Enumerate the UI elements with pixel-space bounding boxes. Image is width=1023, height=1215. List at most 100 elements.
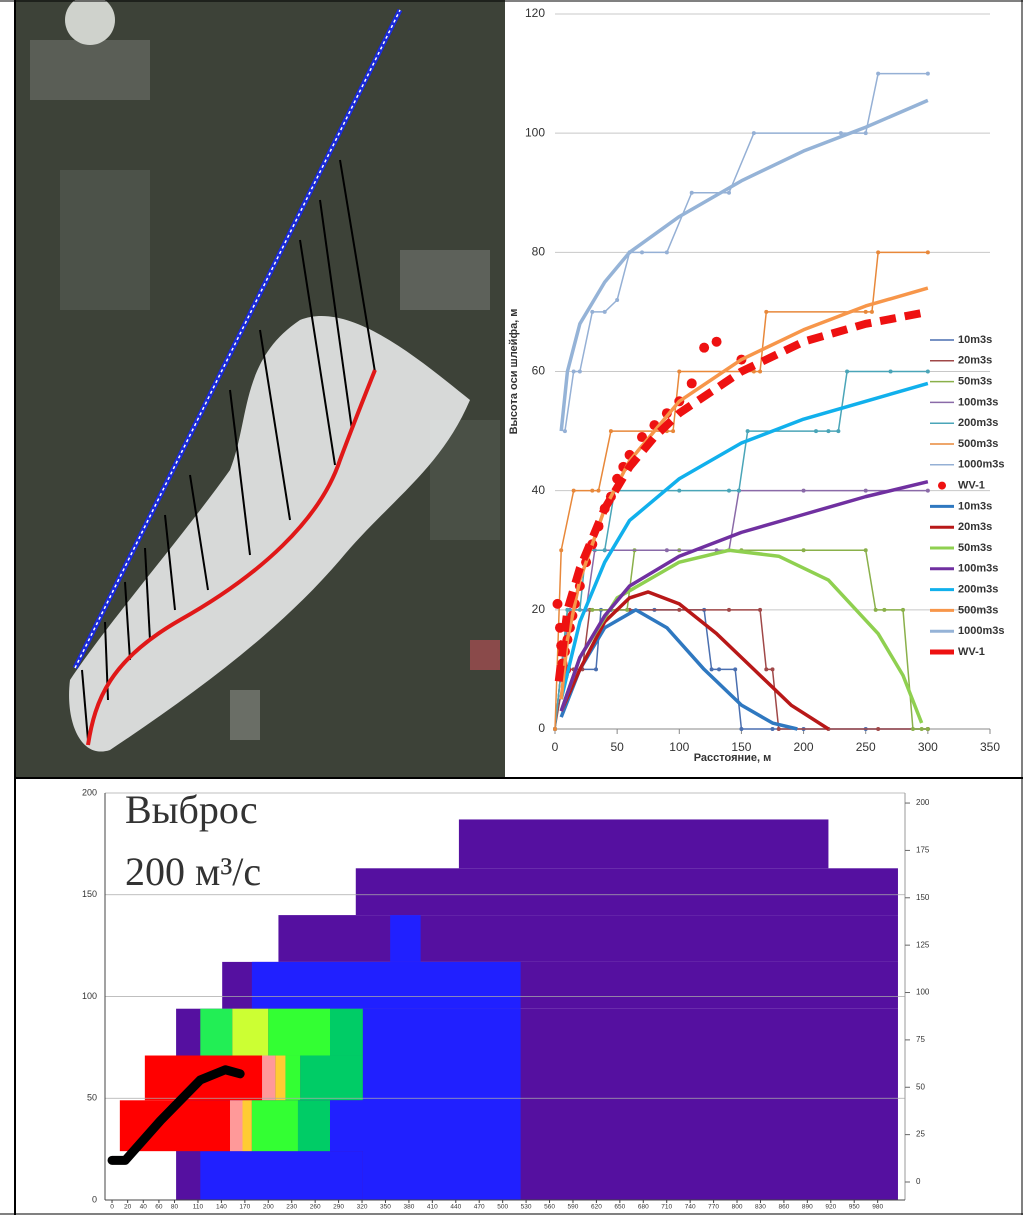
data-marker — [845, 370, 849, 374]
region — [390, 915, 420, 962]
x-tick-label: 500 — [497, 1204, 508, 1211]
legend-label: 20m3s — [958, 355, 992, 367]
data-marker — [565, 608, 569, 612]
legend-label: 100m3s — [958, 563, 998, 575]
x-tick-label: 20 — [124, 1204, 132, 1211]
data-marker — [752, 131, 756, 135]
region — [298, 1100, 330, 1151]
x-tick-label: 140 — [216, 1204, 227, 1211]
region — [459, 819, 829, 868]
x-tick-label: 560 — [544, 1204, 555, 1211]
figure: 020406080100120050100150200250300350Расс… — [0, 0, 1023, 1215]
data-marker — [911, 727, 915, 731]
region — [262, 1056, 275, 1101]
x-tick-label: 680 — [638, 1204, 649, 1211]
region — [285, 1056, 300, 1101]
y-tick-label: 200 — [82, 787, 97, 797]
y2-tick-label: 175 — [916, 846, 930, 855]
x-tick-label: 440 — [450, 1204, 461, 1211]
data-marker — [926, 72, 930, 76]
data-marker — [836, 429, 840, 433]
data-marker — [814, 429, 818, 433]
x-tick-label: 250 — [856, 740, 876, 754]
x-tick-label: 260 — [310, 1204, 321, 1211]
data-marker — [764, 667, 768, 671]
legend-label: 200m3s — [958, 584, 998, 596]
data-marker — [677, 489, 681, 493]
data-marker — [758, 370, 762, 374]
data-marker — [864, 548, 868, 552]
x-tick-label: 200 — [263, 1204, 274, 1211]
x-tick-label: 170 — [239, 1204, 250, 1211]
region — [330, 1009, 363, 1056]
x-tick-label: 530 — [521, 1204, 532, 1211]
y2-tick-label: 125 — [916, 940, 930, 949]
x-tick-label: 650 — [614, 1204, 625, 1211]
region — [230, 1100, 243, 1151]
y2-tick-label: 50 — [916, 1082, 925, 1091]
data-marker — [864, 489, 868, 493]
y-tick-label: 150 — [82, 889, 97, 899]
x-tick-label: 950 — [849, 1204, 860, 1211]
y-tick-label: 80 — [532, 245, 546, 259]
data-marker — [563, 429, 567, 433]
legend-label: WV-1 — [958, 646, 985, 658]
data-marker — [677, 370, 681, 374]
region — [300, 1056, 363, 1101]
legend-label: 1000m3s — [958, 625, 1005, 637]
x-tick-label: 80 — [171, 1204, 179, 1211]
data-marker — [826, 429, 830, 433]
data-marker — [597, 489, 601, 493]
data-marker — [710, 667, 714, 671]
legend-label: 20m3s — [958, 521, 992, 533]
x-tick-label: 980 — [872, 1204, 883, 1211]
x-tick-label: 620 — [591, 1204, 602, 1211]
x-tick-label: 830 — [755, 1204, 766, 1211]
x-tick-label: 470 — [474, 1204, 485, 1211]
region — [330, 1100, 396, 1151]
legend-label: 50m3s — [958, 376, 992, 388]
data-point — [552, 599, 562, 609]
data-marker — [727, 191, 731, 195]
annotation: Выброс — [125, 787, 258, 832]
x-tick-label: 410 — [427, 1204, 438, 1211]
x-tick-label: 0 — [110, 1204, 114, 1211]
x-tick-label: 320 — [357, 1204, 368, 1211]
data-marker — [677, 608, 681, 612]
data-marker — [882, 608, 886, 612]
x-tick-label: 350 — [980, 740, 1000, 754]
data-point — [687, 378, 697, 388]
legend-label: 500m3s — [958, 438, 998, 450]
data-marker — [746, 429, 750, 433]
legend-label: 200m3s — [958, 417, 998, 429]
y-tick-label: 60 — [532, 364, 546, 378]
data-marker — [771, 667, 775, 671]
data-marker — [802, 489, 806, 493]
data-marker — [590, 608, 594, 612]
y2-tick-label: 0 — [916, 1177, 921, 1186]
data-marker — [727, 608, 731, 612]
data-point — [712, 337, 722, 347]
data-marker — [876, 72, 880, 76]
data-marker — [625, 608, 629, 612]
data-marker — [901, 608, 905, 612]
region — [268, 1009, 330, 1056]
data-marker — [926, 727, 930, 731]
data-marker — [874, 608, 878, 612]
x-tick-label: 300 — [918, 740, 938, 754]
data-marker — [590, 310, 594, 314]
x-tick-label: 740 — [685, 1204, 696, 1211]
data-marker — [876, 250, 880, 254]
region — [275, 1056, 285, 1101]
legend-label: 10m3s — [958, 334, 992, 346]
data-marker — [739, 727, 743, 731]
x-axis-label: Расстояние, м — [694, 752, 772, 764]
y2-tick-label: 25 — [916, 1130, 925, 1139]
data-marker — [764, 310, 768, 314]
data-marker — [733, 667, 737, 671]
region — [200, 1009, 232, 1056]
data-marker — [870, 310, 874, 314]
y-tick-label: 50 — [87, 1093, 97, 1103]
region — [278, 915, 898, 962]
data-marker — [864, 131, 868, 135]
